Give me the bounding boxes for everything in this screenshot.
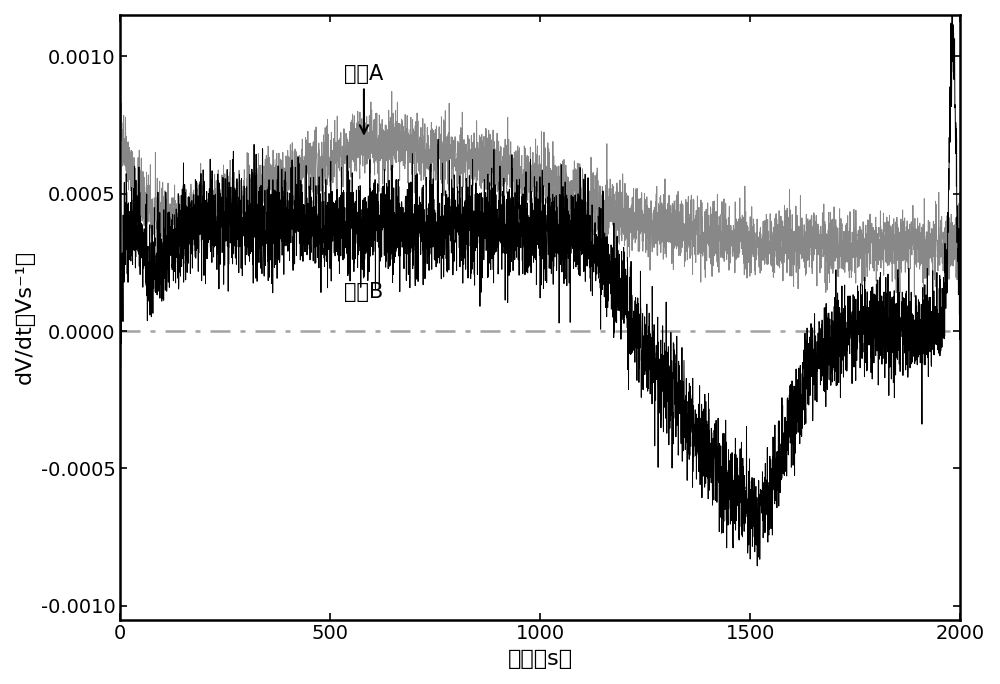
Y-axis label: dV/dt（Vs⁻¹）: dV/dt（Vs⁻¹） [15, 250, 35, 384]
Text: 材料B: 材料B [344, 237, 384, 302]
X-axis label: 时间（s）: 时间（s） [508, 649, 573, 669]
Text: 材料A: 材料A [344, 64, 384, 133]
